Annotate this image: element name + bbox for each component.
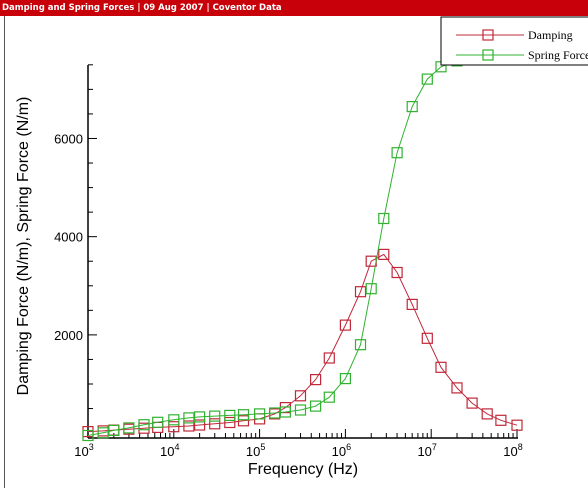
x-tick-exponent: 8 xyxy=(518,442,523,452)
legend-label-damping: Damping xyxy=(528,28,573,42)
data-point-damping xyxy=(495,414,507,426)
y-tick-label: 2000 xyxy=(54,328,83,343)
data-point-damping xyxy=(194,419,206,431)
data-point-damping xyxy=(339,319,351,331)
data-point-spring-force xyxy=(323,391,335,403)
data-point-spring-force xyxy=(97,427,109,439)
data-point-damping xyxy=(310,374,322,386)
chart-date: 09 Aug 2007 xyxy=(143,3,204,13)
data-point-spring-force xyxy=(254,408,266,420)
legend-marker-spring xyxy=(482,49,494,61)
legend-label-spring: Spring Force xyxy=(528,48,588,62)
data-point-spring-force xyxy=(269,407,281,419)
x-tick-exponent: 7 xyxy=(432,442,437,452)
data-point-spring-force xyxy=(123,422,135,434)
data-point-spring-force xyxy=(138,419,150,431)
series-layer xyxy=(82,49,523,442)
plot-frame xyxy=(4,16,588,488)
data-point-spring-force xyxy=(406,100,418,113)
data-point-spring-force xyxy=(183,412,195,424)
y-tick-label: 4000 xyxy=(54,230,83,245)
x-axis-title: Frequency (Hz) xyxy=(248,461,358,478)
data-point-spring-force xyxy=(391,147,403,159)
data-point-spring-force xyxy=(194,411,206,423)
data-point-damping xyxy=(435,361,447,373)
x-tick-label: 103 xyxy=(74,442,93,459)
legend: Damping Spring Force xyxy=(440,16,588,66)
title-separator: | xyxy=(206,3,210,13)
data-point-damping xyxy=(237,415,250,427)
x-tick-exponent: 6 xyxy=(346,442,351,452)
data-point-spring-force xyxy=(152,416,164,428)
x-tick-label: 104 xyxy=(160,442,179,459)
data-point-spring-force xyxy=(209,410,221,422)
data-point-spring-force xyxy=(224,409,236,421)
series-line-spring-force xyxy=(87,55,518,436)
data-point-spring-force xyxy=(237,409,250,421)
axes: 103 104 105 106 107 108 2000 4000 6000 xyxy=(54,64,523,459)
chart-source: Coventor Data xyxy=(212,3,282,13)
series-spring-force xyxy=(82,49,523,442)
data-point-spring-force xyxy=(294,404,307,416)
x-tick-exponent: 4 xyxy=(175,442,180,452)
data-point-damping xyxy=(421,332,433,344)
legend-box xyxy=(440,16,588,66)
x-tick-label: 107 xyxy=(417,442,436,459)
data-point-damping xyxy=(451,382,463,394)
data-point-damping xyxy=(209,418,221,430)
data-point-spring-force xyxy=(339,373,351,385)
data-point-damping xyxy=(168,421,180,433)
title-bar: Damping and Spring Forces | 09 Aug 2007 … xyxy=(0,0,588,16)
data-point-spring-force xyxy=(378,212,390,225)
data-point-spring-force xyxy=(310,400,322,412)
data-point-spring-force xyxy=(82,429,94,442)
data-point-spring-force xyxy=(354,339,367,351)
data-point-damping xyxy=(224,416,236,429)
legend-marker-damping xyxy=(482,29,494,41)
data-point-damping xyxy=(183,420,195,432)
data-point-damping xyxy=(354,286,367,298)
data-point-damping xyxy=(466,397,478,409)
series-damping xyxy=(82,248,523,438)
data-point-damping xyxy=(511,419,523,431)
title-separator: | xyxy=(137,3,141,13)
x-tick-label: 108 xyxy=(503,442,522,459)
x-tick-label: 106 xyxy=(332,442,351,459)
chart-title: Damping and Spring Forces xyxy=(2,3,135,13)
data-point-damping xyxy=(481,408,493,420)
data-point-damping xyxy=(294,390,307,402)
data-point-damping xyxy=(391,266,403,279)
x-tick-exponent: 3 xyxy=(89,442,94,452)
data-point-damping xyxy=(378,248,390,260)
data-point-damping xyxy=(323,352,335,364)
x-tick-label: 105 xyxy=(246,442,265,459)
data-point-spring-force xyxy=(108,424,120,436)
data-point-spring-force xyxy=(279,406,291,418)
data-point-damping xyxy=(406,298,418,310)
x-tick-exponent: 5 xyxy=(260,442,265,452)
y-tick-label: 6000 xyxy=(54,131,83,146)
data-point-spring-force xyxy=(168,414,180,426)
data-point-spring-force xyxy=(365,283,377,295)
data-point-spring-force xyxy=(421,73,433,85)
y-axis-title: Damping Force (N/m), Spring Force (N/m) xyxy=(15,97,32,396)
